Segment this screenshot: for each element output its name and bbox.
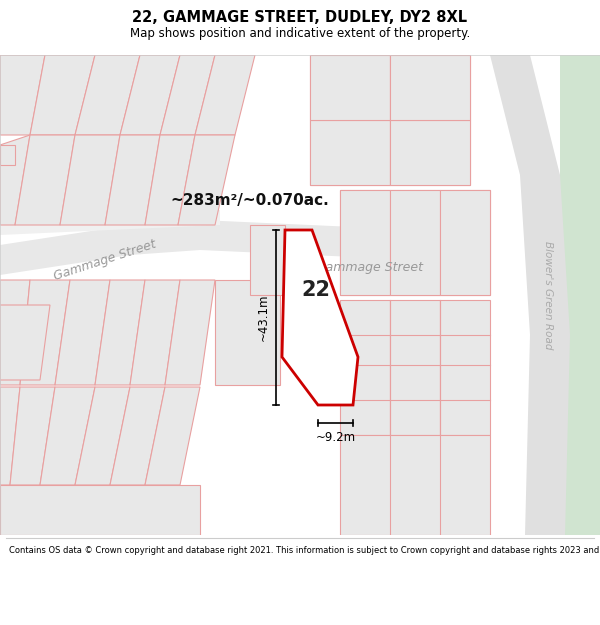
Polygon shape [130, 280, 180, 385]
Polygon shape [0, 210, 220, 235]
Polygon shape [178, 135, 235, 225]
Polygon shape [60, 135, 120, 225]
Text: Gammage Street: Gammage Street [52, 238, 158, 282]
Polygon shape [340, 435, 490, 535]
Polygon shape [75, 387, 130, 485]
Polygon shape [440, 300, 490, 435]
Polygon shape [10, 387, 55, 485]
Polygon shape [560, 55, 600, 535]
Text: Map shows position and indicative extent of the property.: Map shows position and indicative extent… [130, 27, 470, 39]
Polygon shape [310, 120, 390, 185]
Polygon shape [15, 135, 75, 225]
Text: 22: 22 [302, 280, 331, 300]
Polygon shape [390, 120, 470, 185]
Polygon shape [390, 190, 440, 295]
Polygon shape [390, 55, 470, 120]
Polygon shape [165, 280, 215, 385]
Text: ~43.1m: ~43.1m [257, 294, 270, 341]
Polygon shape [340, 225, 490, 260]
Polygon shape [145, 135, 195, 225]
Polygon shape [340, 260, 490, 295]
Text: 22, GAMMAGE STREET, DUDLEY, DY2 8XL: 22, GAMMAGE STREET, DUDLEY, DY2 8XL [133, 10, 467, 25]
Polygon shape [30, 55, 95, 135]
Polygon shape [160, 55, 215, 135]
Polygon shape [20, 280, 70, 385]
Polygon shape [40, 387, 95, 485]
Polygon shape [195, 55, 255, 135]
Polygon shape [215, 280, 280, 385]
Polygon shape [75, 55, 140, 135]
Polygon shape [340, 190, 490, 225]
Polygon shape [340, 190, 390, 295]
Polygon shape [0, 220, 490, 275]
Polygon shape [0, 145, 15, 165]
Text: ~283m²/~0.070ac.: ~283m²/~0.070ac. [170, 192, 329, 208]
Text: ~9.2m: ~9.2m [316, 431, 356, 444]
Text: Gammage Street: Gammage Street [317, 261, 424, 274]
Polygon shape [105, 135, 160, 225]
Polygon shape [0, 387, 20, 485]
Polygon shape [0, 135, 30, 225]
Polygon shape [110, 387, 165, 485]
Polygon shape [390, 55, 470, 185]
Polygon shape [0, 55, 45, 135]
Polygon shape [95, 280, 145, 385]
Polygon shape [390, 300, 440, 435]
Polygon shape [282, 230, 358, 405]
Polygon shape [250, 225, 285, 295]
Polygon shape [120, 55, 180, 135]
Polygon shape [490, 55, 570, 535]
Polygon shape [340, 300, 390, 435]
Text: Blower's Green Road: Blower's Green Road [543, 241, 553, 349]
Polygon shape [0, 280, 30, 385]
Polygon shape [0, 485, 200, 535]
Polygon shape [0, 305, 50, 380]
Polygon shape [145, 387, 200, 485]
Text: Contains OS data © Crown copyright and database right 2021. This information is : Contains OS data © Crown copyright and d… [9, 546, 600, 555]
Polygon shape [310, 55, 390, 185]
Polygon shape [55, 280, 110, 385]
Polygon shape [440, 190, 490, 295]
Polygon shape [310, 55, 390, 120]
